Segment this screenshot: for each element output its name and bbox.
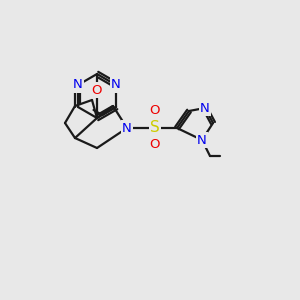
Text: O: O [92, 83, 102, 97]
Text: N: N [111, 79, 121, 92]
Text: S: S [150, 121, 160, 136]
Text: N: N [73, 79, 83, 92]
Text: N: N [200, 101, 210, 115]
Text: O: O [150, 104, 160, 118]
Text: O: O [150, 139, 160, 152]
Text: N: N [197, 134, 207, 146]
Text: N: N [122, 122, 132, 134]
